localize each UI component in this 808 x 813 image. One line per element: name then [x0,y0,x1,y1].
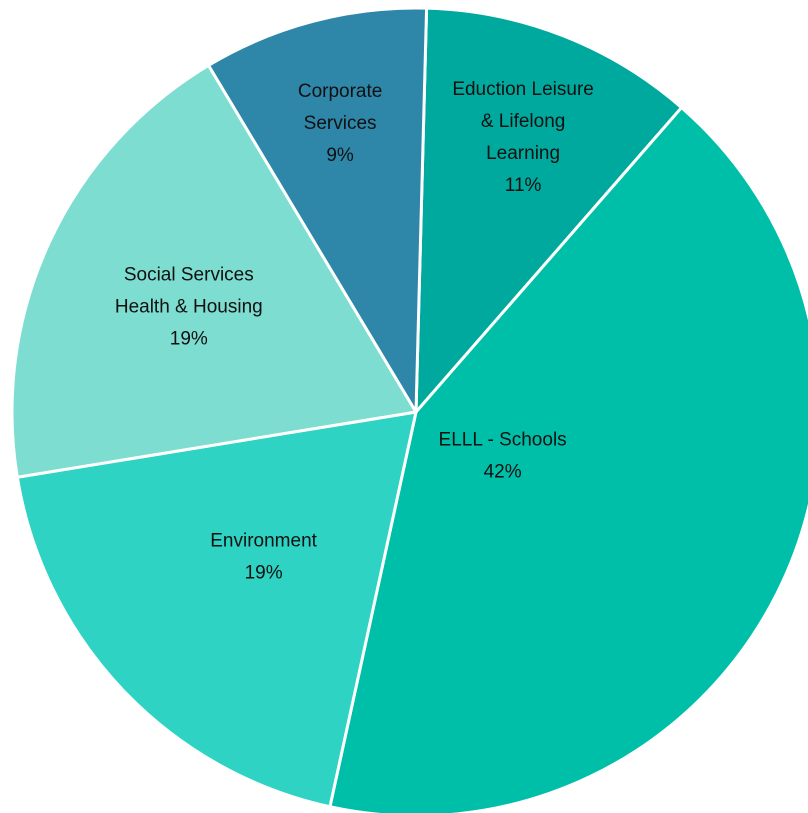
pie-slice-3 [15,410,418,809]
slice-category-label: & Lifelong [481,111,566,132]
slice-category-label: ELLL - Schools [439,430,567,451]
pie-slices [10,6,808,813]
slice-percent-label: 42% [484,462,522,483]
slice-percent-label: 11% [505,175,542,196]
pie-slice-2 [328,106,808,813]
pie-labels: Eduction Leisure & Lifelong Learning 11% ELL… [115,79,594,583]
slice-label-4: Social Services Health & Housing 19% [115,265,263,350]
slice-label-2: ELLL - Schools 42% [439,430,567,483]
pie-slice-4 [10,63,418,479]
slice-category-label: Corporate [298,81,383,102]
pie-slice-5 [207,6,429,414]
slice-category-label: Learning [486,143,560,164]
slice-category-label: Services [304,113,377,134]
slice-category-label: Social Services [124,265,254,286]
slice-percent-label: 19% [170,329,208,350]
slice-percent-label: 9% [326,145,354,166]
slice-category-label: Environment [210,531,317,552]
slice-category-label: Health & Housing [115,297,263,318]
slice-label-1: Eduction Leisure & Lifelong Learning 11% [452,79,594,196]
slice-label-5: Corporate Services 9% [298,81,383,166]
slice-label-3: Environment 19% [210,531,317,584]
slice-percent-label: 19% [245,563,283,584]
pie-slice-1 [414,6,684,414]
slice-category-label: Eduction Leisure [452,79,594,100]
